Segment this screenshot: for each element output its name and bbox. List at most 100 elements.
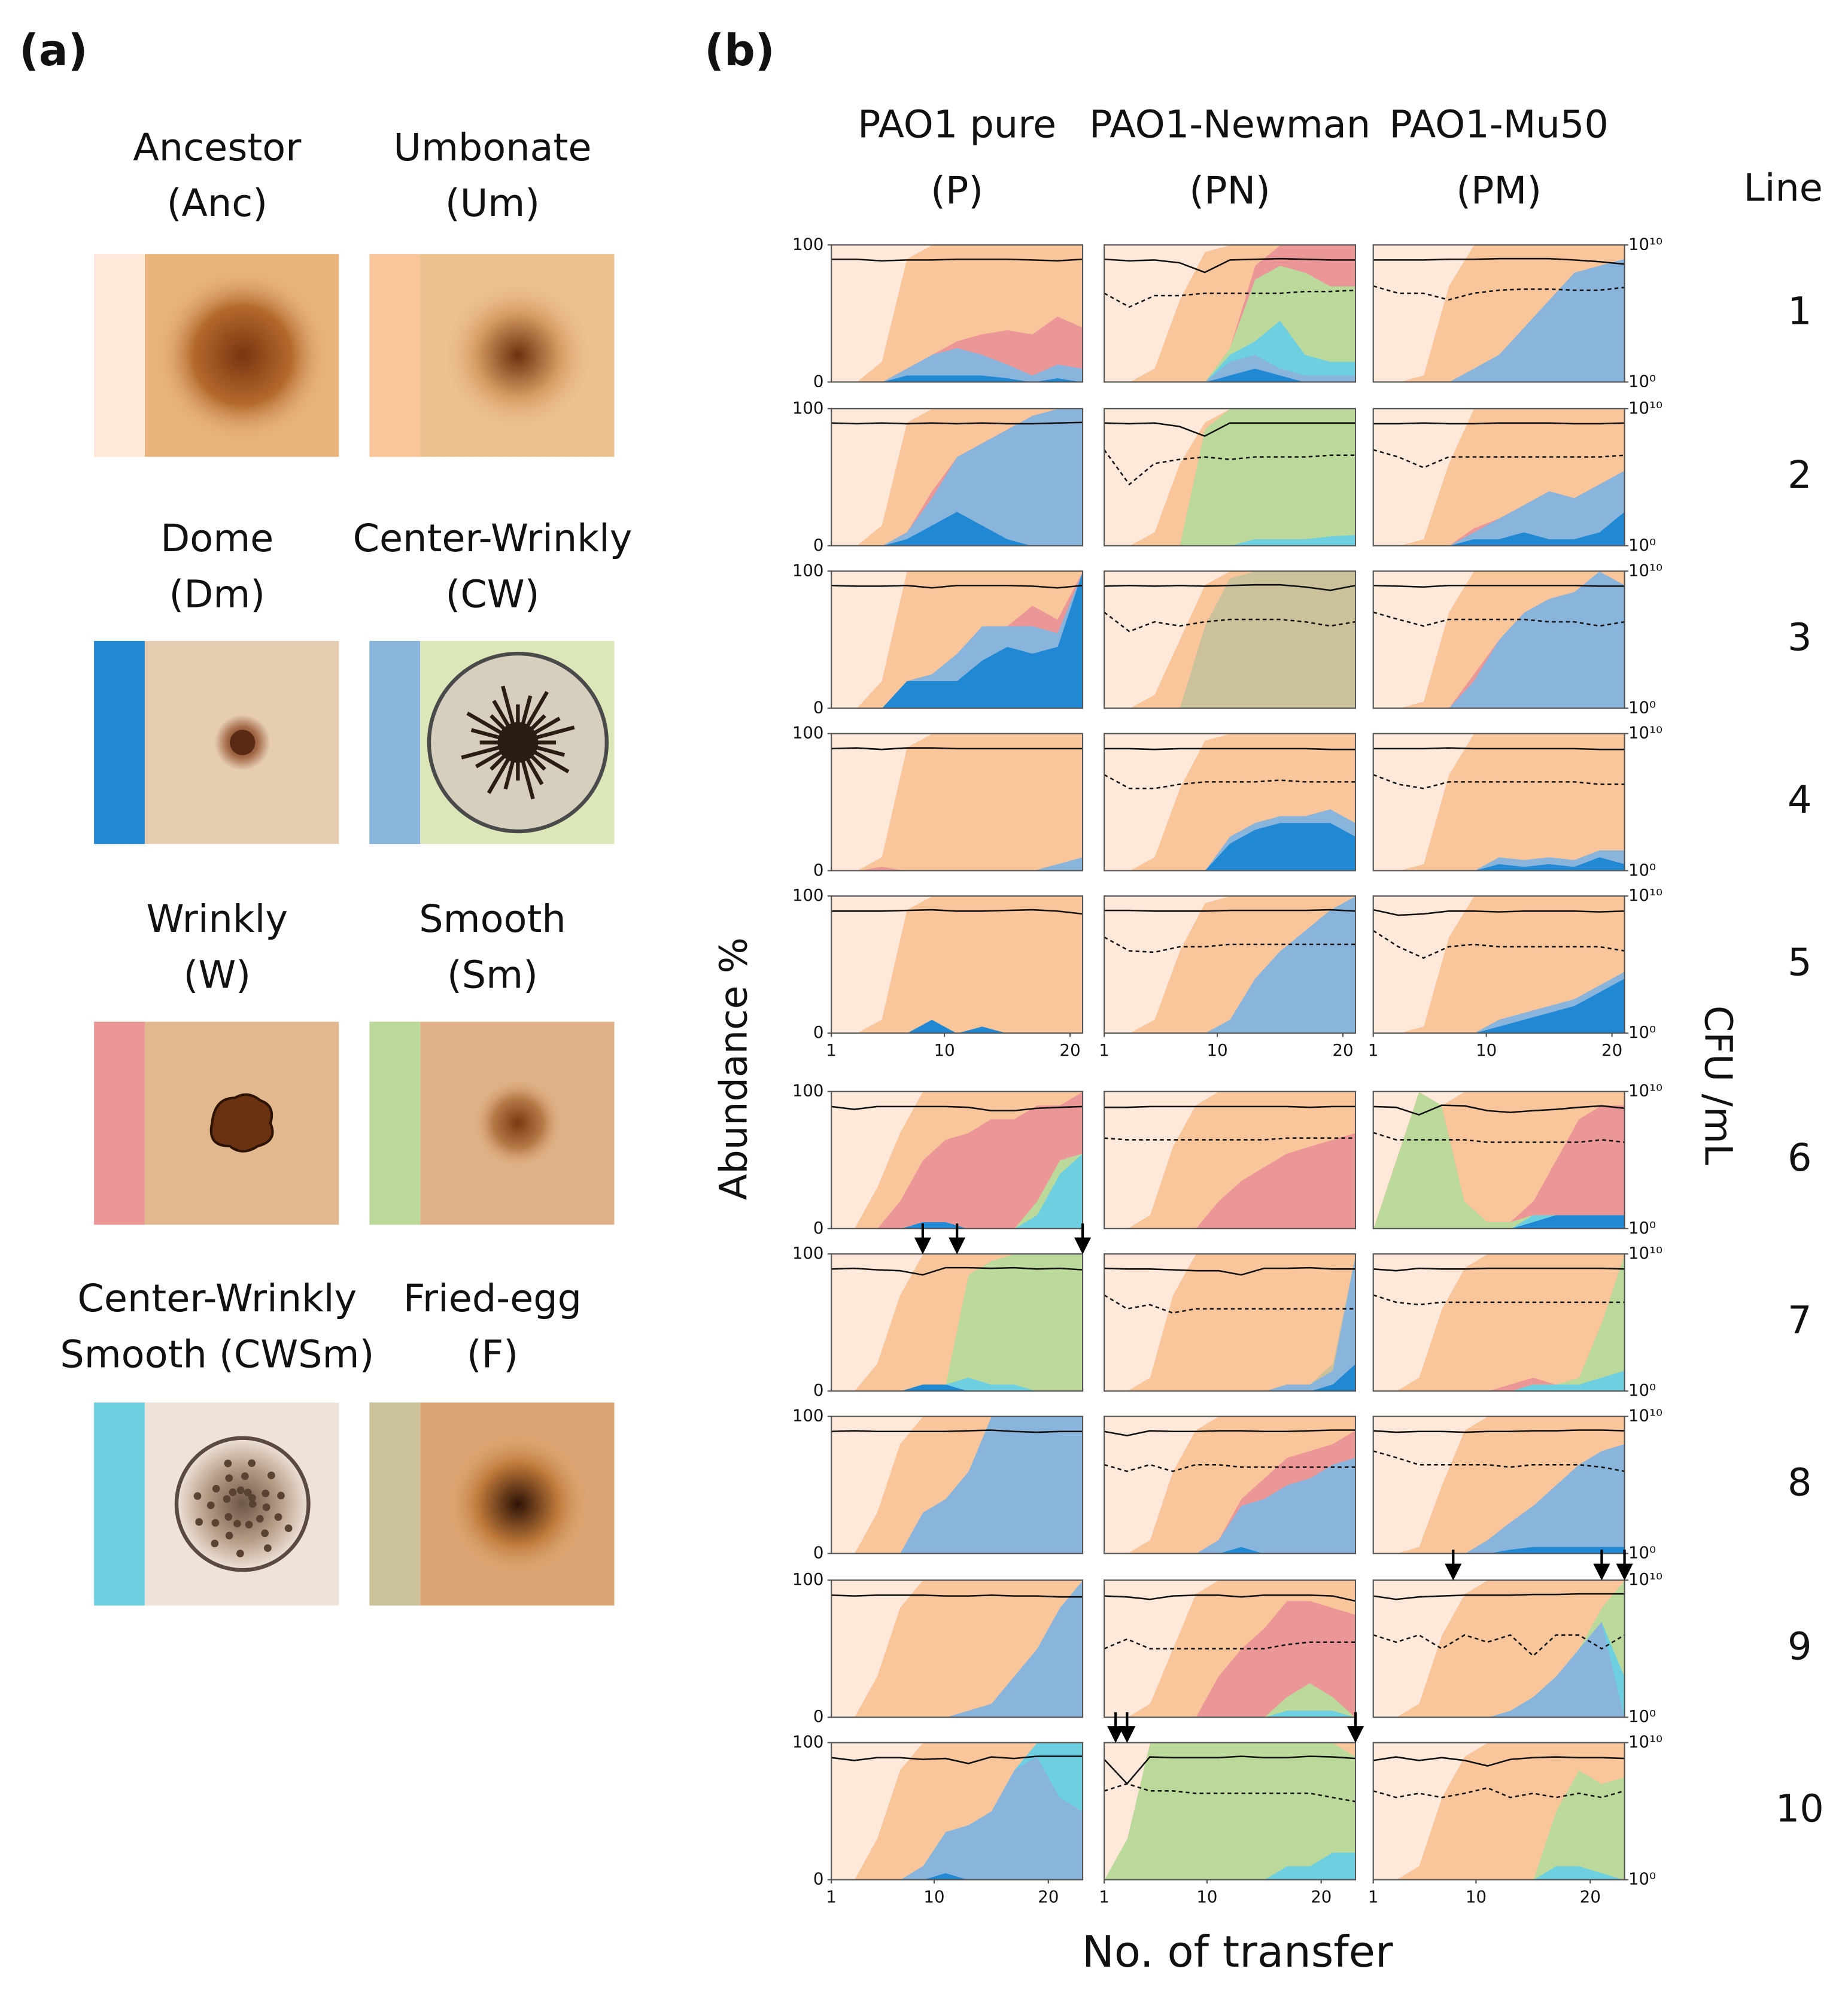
y-tick-label: 100 — [792, 235, 824, 254]
area — [1373, 1546, 1625, 1554]
cfu-line — [831, 1594, 1083, 1598]
panel-frame — [1372, 408, 1625, 546]
event-arrow — [1118, 1712, 1136, 1743]
cfu-line — [1104, 449, 1356, 486]
y2-tick-label: 10⁰ — [1628, 1870, 1656, 1889]
colony — [209, 1093, 274, 1153]
colony-texture — [245, 1520, 253, 1529]
x-tick-label: 1 — [826, 1041, 837, 1060]
colony-texture — [256, 1515, 264, 1523]
y2-tick-label: 10¹⁰ — [1628, 1081, 1662, 1101]
colony-texture — [277, 1491, 285, 1500]
colony-texture — [284, 1524, 293, 1532]
area — [1104, 1742, 1356, 1880]
colony-texture — [193, 1492, 202, 1500]
area — [1373, 971, 1625, 1034]
y2-tick-label: 10¹⁰ — [1628, 235, 1662, 254]
panel — [831, 571, 1083, 709]
morphotype-label: Umbonate — [393, 126, 591, 170]
area — [1104, 320, 1356, 382]
y-tick-label: 0 — [813, 1870, 824, 1889]
panel — [1104, 408, 1356, 546]
y2-axis-label: CFU /mL — [1696, 1005, 1740, 1165]
row-label: 1 — [1788, 289, 1811, 333]
cfu-line — [1104, 1638, 1356, 1649]
panel — [831, 245, 1083, 382]
panel — [1373, 245, 1625, 382]
cfu-line — [1104, 1755, 1356, 1785]
panel — [1104, 571, 1356, 709]
x-tick-label: 20 — [1332, 1041, 1353, 1060]
area — [831, 733, 1083, 871]
area — [1104, 571, 1356, 709]
y2-tick-label: 10⁰ — [1628, 1707, 1656, 1726]
event-arrow — [1074, 1223, 1092, 1254]
morphotype-label: (F) — [467, 1333, 518, 1377]
cfu-line — [1373, 1132, 1625, 1143]
morphotype-label: Smooth — [419, 897, 566, 941]
x-tick-label: 1 — [1368, 1887, 1379, 1906]
colony-texture — [248, 1500, 257, 1508]
photo — [420, 1022, 615, 1225]
cfu-line — [1373, 774, 1625, 789]
y2-tick-label: 10¹⁰ — [1628, 1733, 1662, 1752]
colony-texture — [211, 1539, 219, 1548]
panel-frame — [1104, 1742, 1357, 1880]
colony-texture — [248, 1494, 256, 1502]
panel-frame — [1104, 1090, 1357, 1229]
photo — [420, 1402, 615, 1606]
x-tick-label: 20 — [1601, 1041, 1622, 1060]
y-tick-label: 0 — [813, 1023, 824, 1042]
colony-texture — [236, 1550, 244, 1557]
cfu-line — [1104, 909, 1356, 912]
morphotype-label: Center-Wrinkly — [77, 1277, 357, 1321]
cfu-line — [1104, 774, 1356, 789]
area — [1104, 1132, 1356, 1229]
area — [1104, 1742, 1356, 1880]
colony-texture — [262, 1489, 270, 1497]
colony-texture — [233, 1520, 241, 1528]
morphotype-label: Fried-egg — [403, 1277, 582, 1321]
panel — [1373, 733, 1625, 871]
panel — [1373, 1091, 1625, 1229]
panel-frame — [1372, 895, 1625, 1034]
colony-center — [230, 730, 256, 755]
panel — [1373, 1742, 1625, 1880]
cfu-line — [1373, 1429, 1625, 1433]
y2-tick-label: 10⁰ — [1628, 1544, 1656, 1563]
area — [1104, 809, 1356, 871]
colony-texture — [229, 1488, 237, 1496]
area — [1373, 1214, 1625, 1229]
y-tick-label: 0 — [813, 698, 824, 717]
event-arrow — [1445, 1550, 1462, 1581]
panel-frame — [831, 570, 1084, 709]
y2-tick-label: 10¹⁰ — [1628, 561, 1662, 580]
area — [1104, 1254, 1356, 1392]
morphotype-label: Center-Wrinkly — [353, 517, 633, 561]
cfu-line — [1373, 747, 1625, 751]
panel — [831, 1091, 1083, 1229]
cfu-line — [1104, 584, 1356, 591]
area — [1104, 1710, 1356, 1718]
y2-tick-label: 10⁰ — [1628, 1381, 1656, 1400]
area — [1104, 896, 1356, 1034]
area — [831, 571, 1083, 709]
y2-tick-label: 10⁰ — [1628, 1023, 1656, 1042]
y2-tick-label: 10¹⁰ — [1628, 399, 1662, 418]
colony-texture — [225, 1532, 233, 1540]
y-tick-label: 0 — [813, 1219, 824, 1238]
panel-frame — [831, 733, 1084, 871]
area — [1104, 1429, 1356, 1554]
panel — [831, 1416, 1083, 1554]
colony — [442, 279, 594, 432]
panel — [831, 733, 1083, 871]
y2-tick-label: 10⁰ — [1628, 1219, 1656, 1238]
y-tick-label: 0 — [813, 372, 824, 391]
row-label: 10 — [1776, 1787, 1824, 1831]
panel — [831, 408, 1083, 546]
area — [1373, 1370, 1625, 1392]
cfu-line — [1104, 1463, 1356, 1472]
area — [831, 1416, 1083, 1554]
colony-texture — [244, 1488, 252, 1497]
panel — [831, 1254, 1083, 1392]
